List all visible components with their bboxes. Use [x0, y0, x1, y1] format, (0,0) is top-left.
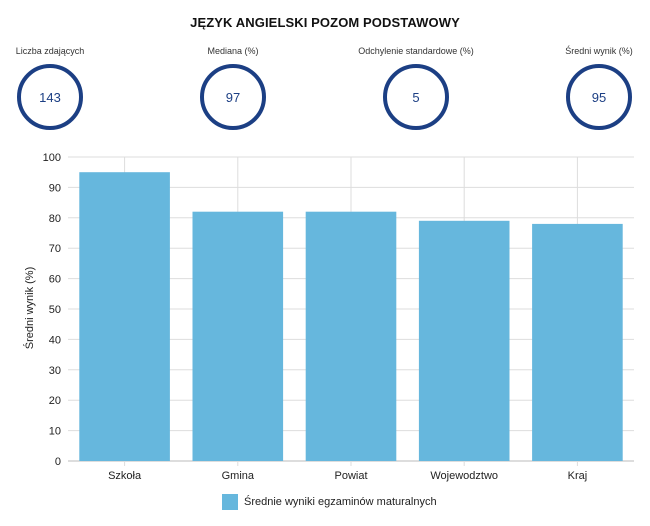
stat-mean-label: Średni wynik (%) — [565, 46, 633, 56]
stat-median-label: Mediana (%) — [207, 46, 259, 56]
bar-0 — [79, 172, 170, 461]
stat-median: Mediana (%) 97 — [163, 44, 303, 130]
y-axis-label: Średni wynik (%) — [23, 267, 36, 350]
chart-bars — [79, 172, 623, 461]
bar-3 — [418, 220, 510, 461]
stat-median-circle: 97 — [200, 64, 266, 130]
stat-count-label: Liczba zdających — [15, 46, 85, 56]
chart-title: JĘZYK ANGIELSKI POZOM PODSTAWOWY — [190, 15, 460, 30]
bar-4 — [532, 223, 623, 461]
y-axis-ticks: 0 10 20 30 40 50 60 70 80 90 100 — [43, 152, 61, 468]
stat-count: Liczba zdających 143 — [0, 44, 120, 130]
x-tick-label: Wojewodztwo — [430, 470, 498, 482]
y-tick-label: 50 — [49, 304, 61, 316]
y-tick-label: 20 — [49, 395, 61, 407]
y-tick-label: 100 — [43, 152, 61, 164]
y-tick-label: 10 — [49, 426, 61, 438]
x-tick-label: Powiat — [334, 470, 367, 482]
legend-swatch — [222, 494, 238, 510]
stat-count-circle: 143 — [17, 64, 83, 130]
stat-mean: Średni wynik (%) 95 — [529, 44, 650, 130]
stat-mean-circle: 95 — [566, 64, 632, 130]
y-tick-label: 60 — [49, 274, 61, 286]
bar-1 — [192, 211, 284, 461]
y-tick-label: 40 — [49, 334, 61, 346]
legend-label: Średnie wyniki egzaminów maturalnych — [244, 496, 437, 508]
stat-stddev-label: Odchylenie standardowe (%) — [358, 46, 474, 56]
x-tick-label: Szkoła — [108, 470, 142, 482]
y-tick-label: 30 — [49, 365, 61, 377]
x-tick-label: Kraj — [568, 470, 588, 482]
y-tick-label: 0 — [55, 456, 61, 468]
y-tick-label: 90 — [49, 182, 61, 194]
stat-count-value: 143 — [39, 89, 61, 105]
bar-2 — [305, 211, 397, 461]
chart-legend: Średnie wyniki egzaminów maturalnych — [222, 494, 437, 510]
stat-stddev: Odchylenie standardowe (%) 5 — [346, 44, 486, 130]
stat-mean-value: 95 — [591, 89, 607, 105]
y-tick-label: 70 — [49, 243, 61, 255]
stat-median-value: 97 — [225, 89, 241, 105]
x-tick-label: Gmina — [222, 470, 255, 482]
y-tick-label: 80 — [49, 213, 61, 225]
stat-stddev-circle: 5 — [383, 64, 449, 130]
stat-stddev-value: 5 — [412, 89, 420, 105]
x-axis-ticks: Szkoła Gmina Powiat Wojewodztwo Kraj — [108, 470, 587, 482]
